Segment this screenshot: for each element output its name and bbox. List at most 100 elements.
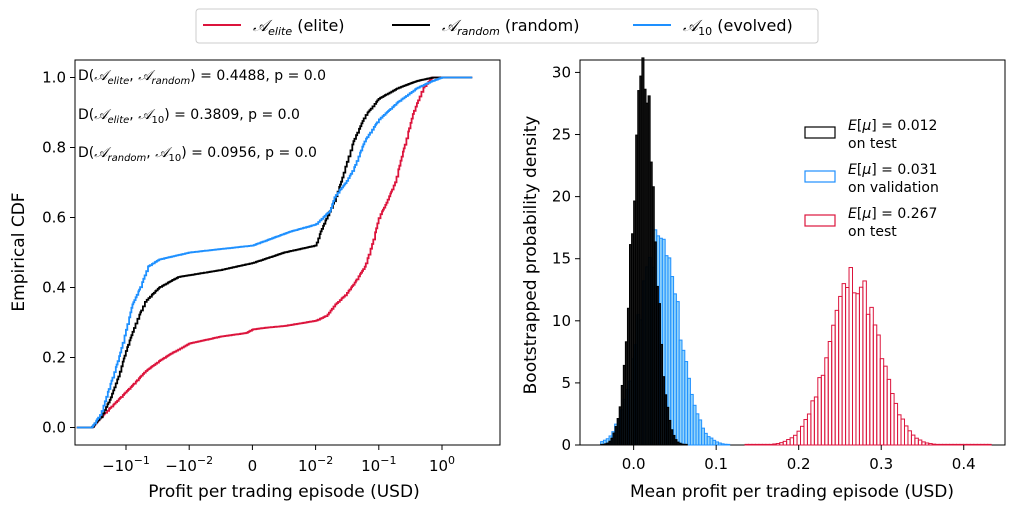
cdf-annotation: D(𝒜elite​, 𝒜random​) = 0.4488, p = 0.0: [78, 68, 326, 87]
hist-bar: [775, 443, 781, 446]
hist-bar: [817, 377, 822, 446]
hist-ytick-label: 5: [561, 374, 571, 392]
hist-bar: [976, 443, 982, 446]
hist-bar: [893, 402, 899, 446]
hist-legend-entry: E[μ] = 0.012 on test: [804, 118, 937, 152]
hist-legend-swatch: [804, 214, 836, 227]
hist-ytick-label: 20: [552, 188, 571, 206]
cdf-ytick-label: 0.2: [42, 349, 66, 367]
cdf-line-random: [76, 76, 473, 429]
hist-bar: [744, 443, 750, 446]
hist-bar: [949, 443, 954, 446]
hist-bar: [827, 341, 833, 446]
cdf-xlabel: Profit per trading episode (USD): [148, 482, 419, 502]
hist-bar: [879, 358, 885, 446]
hist-bar: [786, 439, 791, 446]
hist-bar: [900, 418, 905, 446]
cdf-xtick-label: −10−2: [165, 454, 213, 475]
hist-ytick-label: 25: [552, 126, 571, 144]
hist-bar: [897, 414, 902, 446]
top-legend: 𝒜elite​ (elite) 𝒜random​ (random) 𝒜10​ (ev…: [195, 8, 819, 44]
hist-bar: [831, 324, 836, 446]
hist-legend-expr: E[μ] = 0.012: [848, 118, 937, 134]
hist-bar: [810, 400, 815, 446]
hist-bar: [924, 442, 930, 446]
hist-bar: [872, 324, 878, 446]
cdf-ytick-label: 0.4: [42, 279, 66, 297]
cdf-ytick-label: 0.6: [42, 209, 66, 227]
hist-legend-subtitle: on test: [848, 224, 897, 240]
legend-entry-elite: 𝒜elite​ (elite): [203, 16, 345, 38]
legend-entry-10: 𝒜10​ (evolved): [633, 16, 793, 38]
hist-bar: [768, 443, 774, 446]
hist-legend-subtitle: on validation: [848, 180, 939, 196]
hist-legend-expr: E[μ] = 0.267: [848, 206, 937, 222]
legend-label: 𝒜10​ (evolved): [683, 16, 793, 38]
cdf-ytick-label: 0.0: [42, 419, 66, 437]
hist-ytick-label: 0: [561, 436, 571, 454]
hist-bar: [813, 396, 819, 446]
hist-bar: [800, 425, 805, 446]
hist-bar: [890, 393, 895, 446]
hist-legend-swatch: [804, 126, 836, 139]
hist-bar: [942, 443, 947, 446]
hist-bar: [806, 413, 812, 446]
hist-bar: [935, 443, 940, 446]
hist-bar: [883, 365, 888, 446]
legend-entry-random: 𝒜random​ (random): [392, 16, 579, 38]
hist-bar: [838, 295, 843, 446]
hist-bar: [845, 287, 850, 446]
hist-bar: [779, 442, 784, 446]
hist-bar: [782, 440, 788, 446]
hist-bar: [862, 280, 867, 446]
hist-bar: [903, 425, 909, 446]
hist-bar: [754, 443, 760, 446]
hist-bar: [969, 443, 975, 446]
cdf-xtick-label: 0: [248, 457, 258, 475]
hist-bar: [886, 378, 892, 446]
hist-legend-entry: E[μ] = 0.031 on validation: [804, 162, 939, 196]
hist-bar: [987, 443, 992, 446]
cdf-line-evolved: [76, 76, 473, 429]
hist-bar: [772, 443, 777, 446]
hist-xtick-label: 0.2: [787, 455, 811, 473]
hist-bar: [758, 443, 763, 446]
hist-bar: [765, 443, 770, 446]
hist-bar: [726, 443, 731, 446]
cdf-xtick-label: 10−2: [298, 454, 333, 475]
hist-series-elite-test: [744, 267, 992, 446]
cdf-ytick-label: 0.8: [42, 139, 66, 157]
hist-legend-swatch: [804, 170, 836, 183]
hist-bar: [921, 441, 926, 446]
cdf-annotation: D(𝒜random​, 𝒜10​) = 0.0956, p = 0.0: [78, 145, 317, 164]
hist-bar: [824, 357, 829, 446]
hist-bar: [789, 437, 795, 446]
hist-bar: [962, 443, 968, 446]
hist-bar: [793, 434, 798, 446]
hist-bar: [980, 443, 985, 446]
hist-bar: [973, 443, 978, 446]
hist-ytick-label: 10: [552, 312, 571, 330]
hist-bar: [858, 286, 864, 446]
legend-label: 𝒜elite​ (elite): [253, 16, 345, 38]
cdf-ytick-label: 1.0: [42, 69, 66, 87]
hist-legend-subtitle: on test: [848, 136, 897, 152]
hist-bar: [841, 283, 847, 446]
hist-bar: [796, 430, 802, 446]
cdf-line-elite: [76, 76, 473, 429]
hist-ytick-label: 15: [552, 250, 571, 268]
hist-bar: [928, 443, 933, 446]
cdf-annotation: D(𝒜elite​, 𝒜10​) = 0.3809, p = 0.0: [78, 107, 300, 126]
hist-bar: [865, 313, 871, 446]
hist-bar: [955, 443, 961, 446]
hist-legend-entry: E[μ] = 0.267 on test: [804, 206, 937, 240]
hist-ylabel: Bootstrapped probability density: [521, 116, 541, 395]
hist-xtick-label: 0.1: [704, 455, 728, 473]
hist-xtick-label: 0.3: [869, 455, 893, 473]
cdf-xtick-label: 100: [429, 454, 455, 475]
hist-bar: [748, 443, 753, 446]
hist-bar: [761, 443, 767, 446]
hist-bar: [907, 430, 912, 446]
hist-xtick-label: 0.0: [622, 455, 646, 473]
hist-bar: [938, 443, 944, 446]
